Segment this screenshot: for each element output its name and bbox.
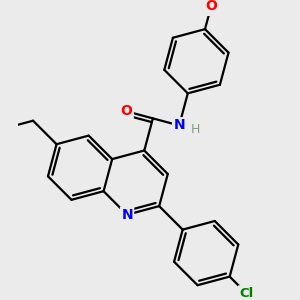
Text: N: N — [173, 118, 185, 133]
Text: Cl: Cl — [239, 286, 253, 300]
Text: O: O — [205, 0, 217, 13]
Text: N: N — [121, 208, 133, 222]
Text: O: O — [121, 104, 133, 118]
Text: H: H — [190, 123, 200, 136]
